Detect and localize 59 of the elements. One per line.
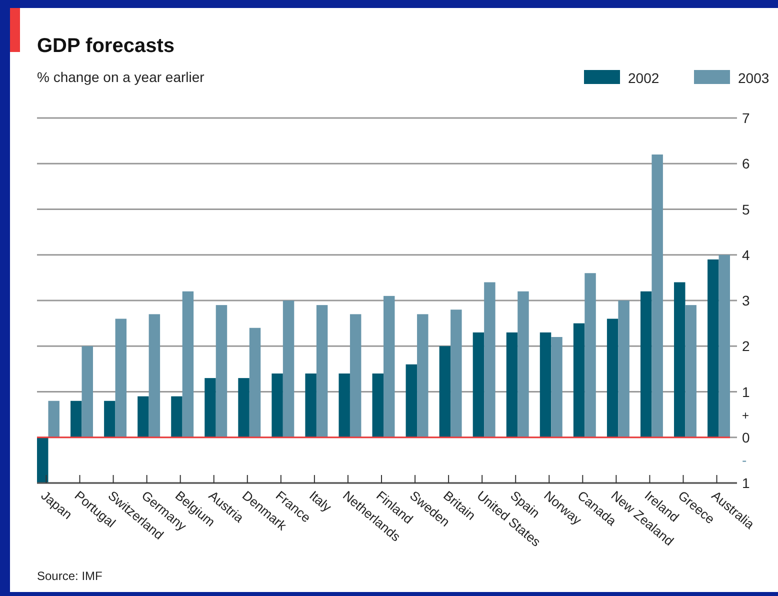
- bar: [350, 314, 362, 438]
- source-note: Source: IMF: [37, 569, 102, 583]
- bar: [540, 332, 552, 438]
- bar: [316, 305, 328, 438]
- bar: [450, 310, 462, 438]
- bar: [238, 378, 250, 438]
- bar: [484, 282, 496, 438]
- text: -: [742, 452, 747, 468]
- legend-label: 2003: [738, 70, 770, 86]
- y-tick-label: 2: [742, 338, 750, 354]
- bar: [204, 378, 216, 438]
- y-tick-label: 1: [742, 475, 750, 491]
- bar: [384, 296, 395, 438]
- bar: [372, 374, 384, 438]
- text: +: [742, 408, 750, 423]
- bar: [282, 300, 294, 438]
- bar: [338, 374, 350, 438]
- bar: [472, 332, 484, 438]
- bar: [272, 374, 283, 438]
- bar: [70, 400, 82, 438]
- bar: [506, 332, 518, 438]
- bar: [584, 273, 596, 438]
- y-tick-label: 1: [742, 384, 750, 400]
- bar: [249, 328, 261, 438]
- bar: [417, 314, 428, 438]
- y-tick-label: 0: [742, 429, 750, 446]
- chart-title: GDP forecasts: [37, 35, 174, 57]
- bar: [216, 305, 228, 438]
- legend-label: 2002: [628, 70, 660, 86]
- y-tick-label: 5: [742, 201, 750, 218]
- x-tick-label: Italy: [306, 488, 335, 515]
- bar: [48, 400, 60, 438]
- bar: [551, 337, 562, 438]
- y-tick-label: 4: [742, 246, 750, 263]
- bar: [518, 291, 529, 438]
- bar: [148, 314, 160, 438]
- bar: [606, 318, 618, 438]
- bar: [685, 305, 696, 438]
- bar: [305, 374, 316, 438]
- bar: [138, 396, 149, 438]
- bar: [618, 300, 630, 438]
- bar: [674, 282, 686, 438]
- bar: [182, 291, 194, 438]
- bar: [439, 346, 451, 438]
- bar: [82, 346, 93, 438]
- bar: [640, 291, 652, 438]
- y-tick-label: 3: [742, 292, 750, 308]
- bar: [115, 318, 127, 438]
- bar: [652, 154, 663, 438]
- bar: [406, 364, 418, 438]
- y-tick-label: 7: [742, 110, 750, 126]
- chart-subtitle: % change on a year earlier: [37, 69, 205, 85]
- bar: [573, 323, 585, 438]
- bar: [718, 254, 730, 438]
- bar: [708, 259, 719, 438]
- y-tick-label: 6: [742, 156, 750, 172]
- bar: [171, 396, 182, 438]
- bar: [104, 400, 116, 438]
- bar: [37, 437, 48, 483]
